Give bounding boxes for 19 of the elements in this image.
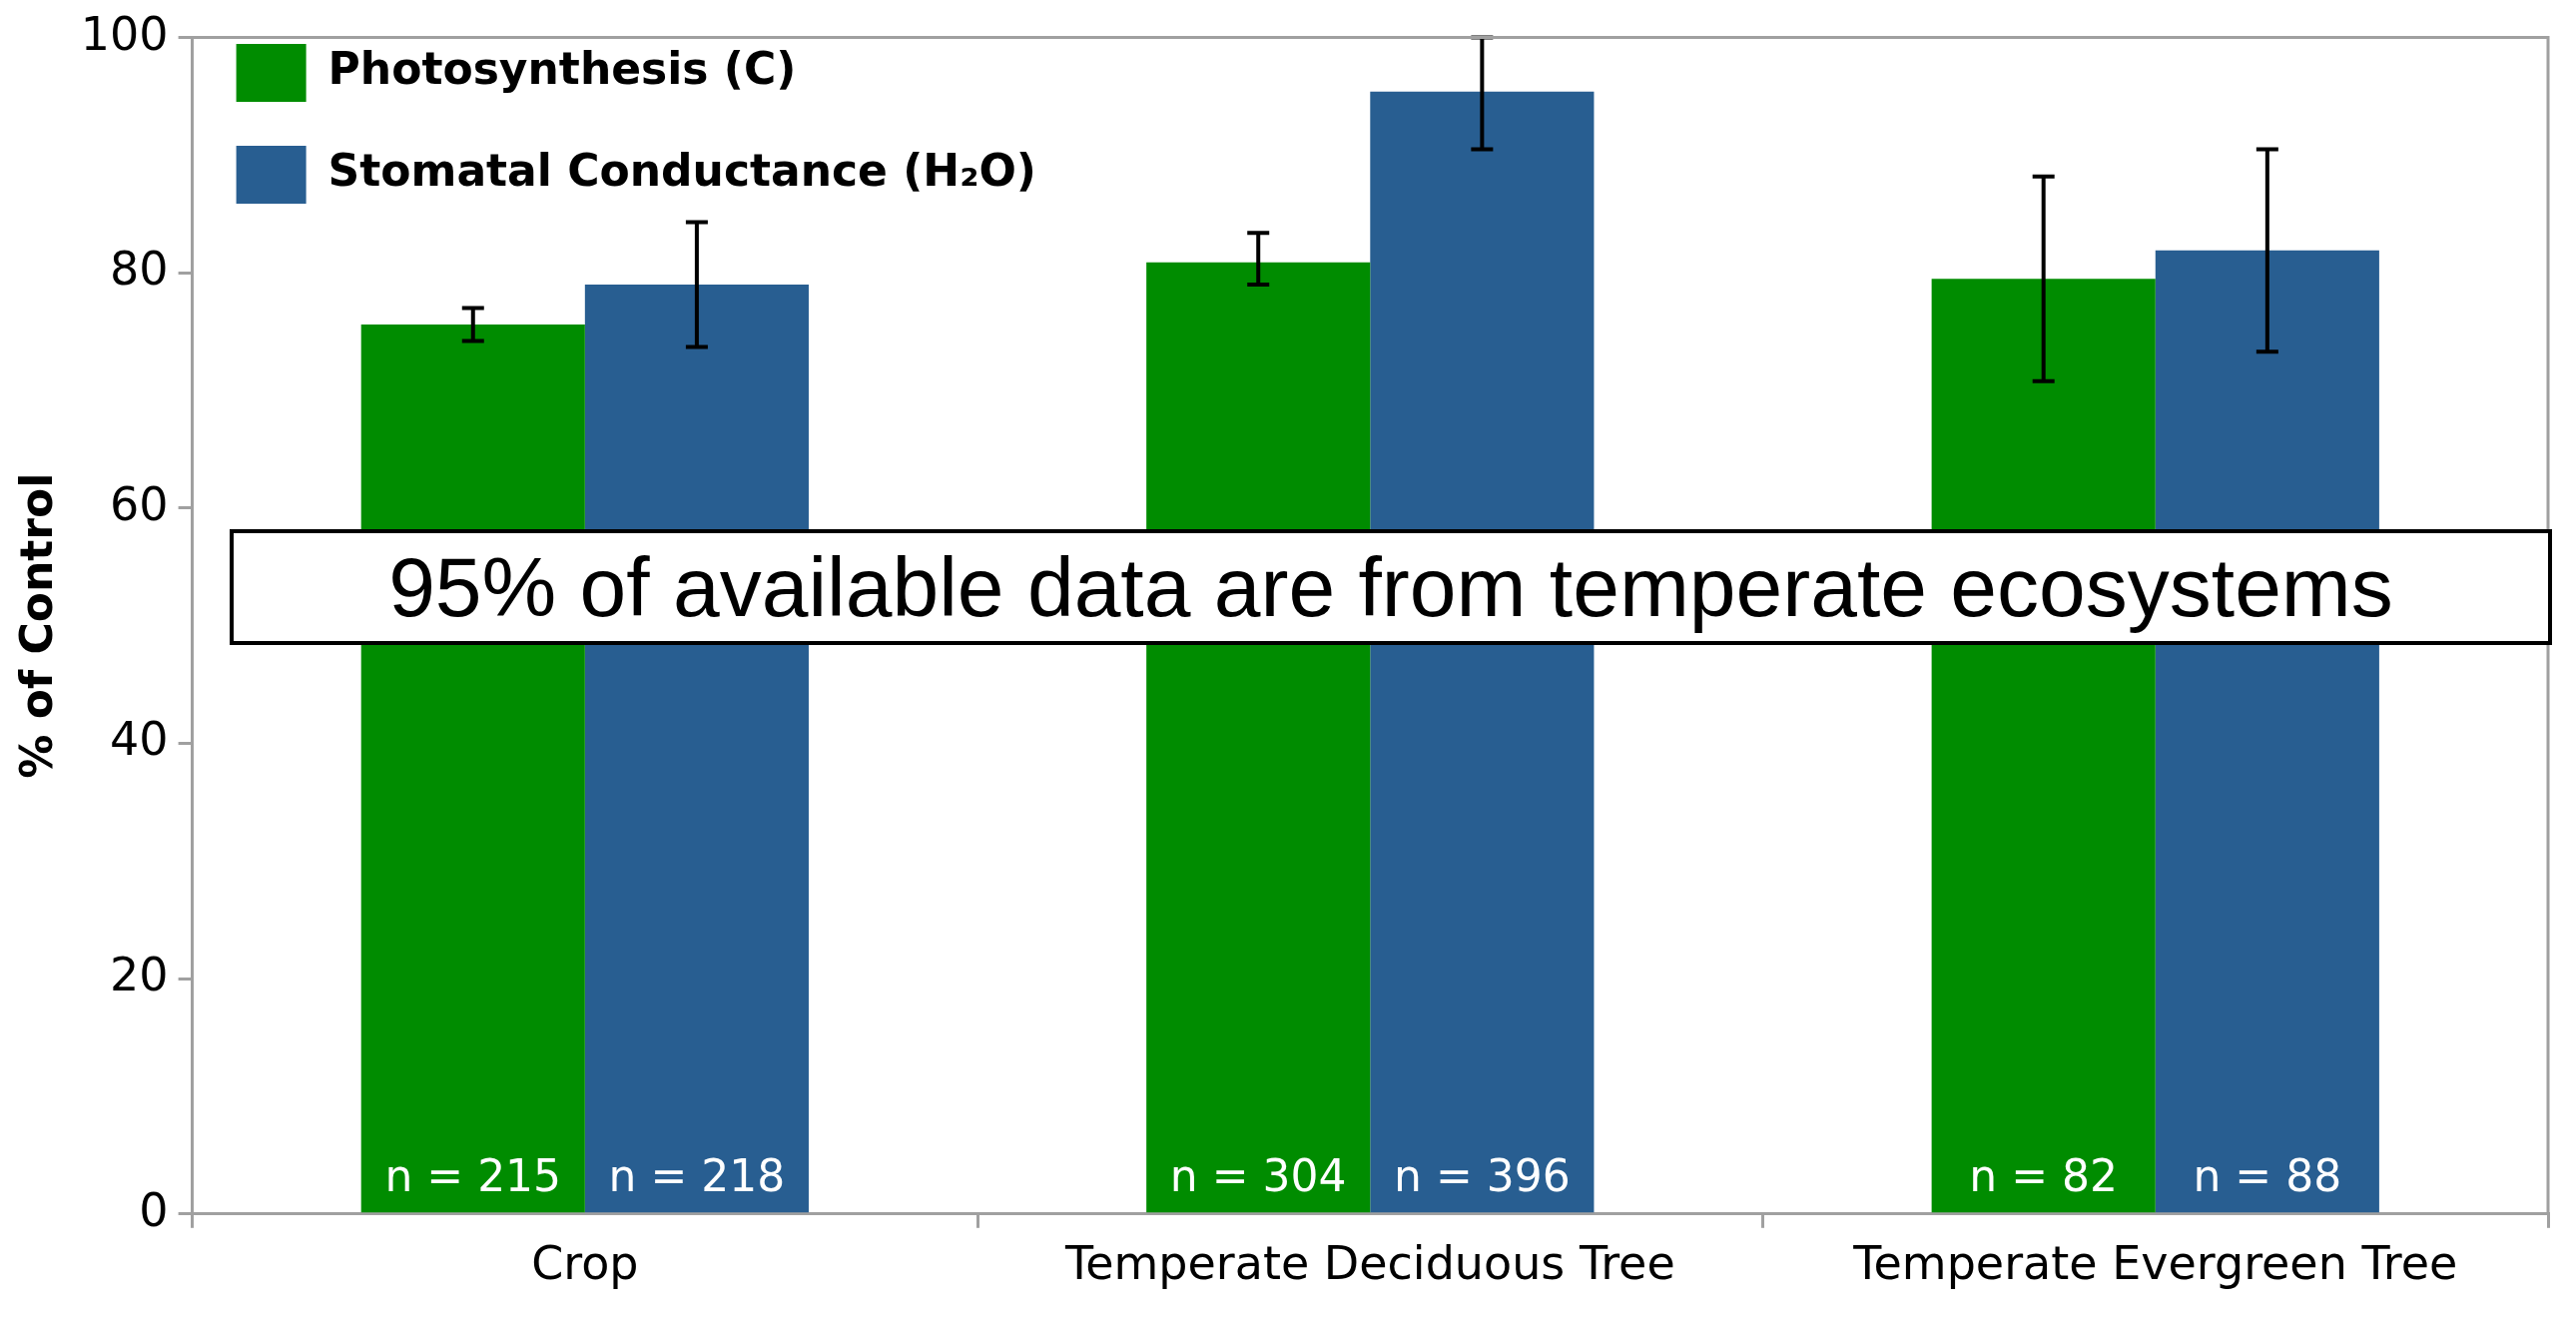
annotation: n = 215 bbox=[384, 1150, 562, 1202]
legend-label: Photosynthesis (C) bbox=[327, 43, 797, 95]
x-tick-label: Crop bbox=[531, 1236, 639, 1291]
y-tick-label: 20 bbox=[110, 948, 169, 1002]
annotation: n = 304 bbox=[1169, 1150, 1347, 1202]
annotation: n = 218 bbox=[608, 1150, 786, 1202]
annotation: n = 88 bbox=[2193, 1150, 2342, 1202]
y-tick-label: 40 bbox=[110, 712, 169, 767]
legend-label: Stomatal Conductance (H₂O) bbox=[327, 145, 1036, 197]
x-tick-label: Temperate Deciduous Tree bbox=[1063, 1236, 1675, 1291]
y-axis-title: % of Control bbox=[10, 472, 62, 779]
annotation: n = 82 bbox=[1969, 1150, 2119, 1202]
caption-box: 95% of available data are from temperate ecosystems bbox=[230, 529, 2552, 645]
annotation: n = 396 bbox=[1394, 1150, 1571, 1202]
y-tick-label: 100 bbox=[80, 6, 169, 61]
y-tick-label: 0 bbox=[139, 1182, 169, 1237]
y-tick-label: 80 bbox=[110, 242, 169, 297]
x-tick-label: Temperate Evergreen Tree bbox=[1852, 1236, 2458, 1291]
y-tick-label: 60 bbox=[110, 476, 169, 531]
